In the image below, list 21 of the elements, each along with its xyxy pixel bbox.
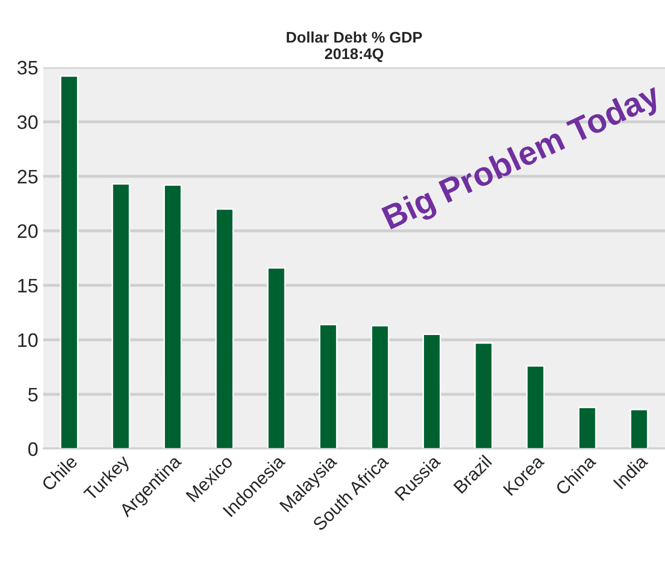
bar [267, 267, 286, 449]
chart-title: Dollar Debt % GDP 2018:4Q [286, 31, 422, 62]
y-tick-label: 35 [17, 60, 38, 75]
y-tick-label: 10 [18, 333, 38, 348]
bar [578, 406, 597, 449]
bar [164, 184, 182, 449]
y-tick-label: 5 [28, 388, 38, 402]
y-tick-label: 30 [17, 115, 38, 130]
bar [630, 408, 648, 449]
bar [318, 324, 338, 449]
bar [370, 324, 390, 449]
y-tick-label: 25 [18, 170, 38, 184]
bar [422, 334, 442, 449]
y-tick-label: 15 [18, 278, 38, 293]
bar [526, 365, 545, 449]
bar [215, 208, 234, 449]
bar [60, 75, 78, 449]
y-tick-label: 20 [18, 224, 38, 238]
y-tick-label: 0 [28, 442, 38, 456]
bar [112, 183, 130, 449]
bar [474, 342, 493, 449]
